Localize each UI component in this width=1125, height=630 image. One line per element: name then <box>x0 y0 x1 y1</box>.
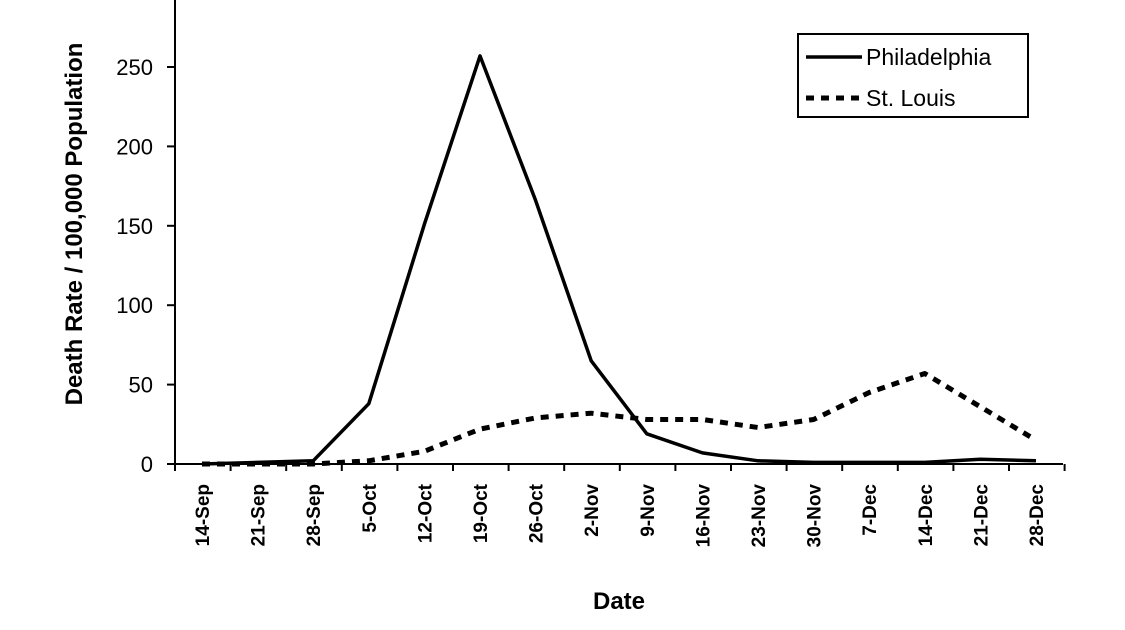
x-tick-label: 19-Oct <box>471 483 492 543</box>
y-tick-label: 0 <box>141 452 153 477</box>
series-line-philadelphia <box>201 54 1037 466</box>
plot-area <box>201 54 1038 467</box>
legend-label: St. Louis <box>866 85 956 111</box>
x-axis-title: Date <box>593 588 645 615</box>
x-tick-label: 14-Dec <box>916 484 937 547</box>
x-tick-label: 21-Dec <box>971 484 992 547</box>
series-line-st-louis <box>202 371 1038 467</box>
x-tick-label: 7-Dec <box>860 484 881 536</box>
x-tick-label: 21-Sep <box>249 484 270 546</box>
x-tick-label: 16-Nov <box>693 484 714 548</box>
y-tick-label: 200 <box>116 134 153 159</box>
x-tick-label: 12-Oct <box>415 483 436 543</box>
y-tick-label: 100 <box>116 293 153 318</box>
x-axis: 14-Sep 21-Sep 28-Sep 5-Oct 12-Oct 19-Oct 26-Oc… <box>174 463 1066 548</box>
legend-box <box>797 33 1029 118</box>
y-tick-label: 150 <box>116 214 153 239</box>
x-tick-label: 23-Nov <box>749 484 770 548</box>
x-tick-label: 5-Oct <box>360 483 381 532</box>
x-tick-label: 9-Nov <box>638 484 659 537</box>
x-tick-label: 26-Oct <box>527 483 548 543</box>
legend-label: Philadelphia <box>866 44 992 70</box>
x-tick-label: 30-Nov <box>805 484 826 548</box>
y-tick-label: 300 <box>116 0 153 1</box>
y-tick-label: 250 <box>116 55 153 80</box>
legend: Philadelphia St. Louis <box>797 33 1029 118</box>
y-tick-label: 50 <box>129 373 153 398</box>
x-tick-label: 2-Nov <box>582 484 603 537</box>
y-axis: 0 50 100 150 200 250 300 <box>116 0 176 477</box>
y-axis-title: Death Rate / 100,000 Population <box>61 43 88 406</box>
x-tick-label: 28-Sep <box>304 484 325 546</box>
x-tick-label: 28-Dec <box>1027 484 1048 547</box>
x-tick-label: 14-Sep <box>193 484 214 546</box>
